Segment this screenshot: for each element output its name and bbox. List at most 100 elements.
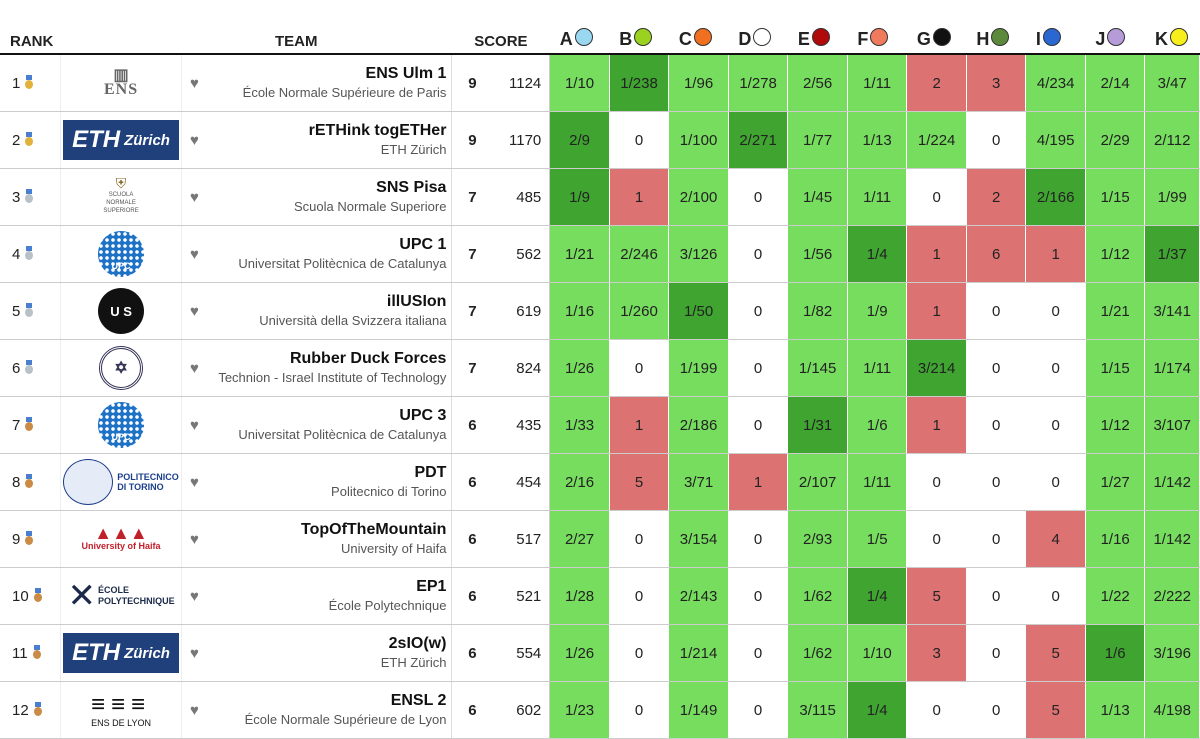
problem-cell-b[interactable]: 0 xyxy=(608,624,670,682)
problem-cell-e[interactable]: 1/45 xyxy=(787,168,848,226)
problem-header-f[interactable]: F xyxy=(847,0,907,55)
problem-cell-i[interactable]: 5 xyxy=(1025,681,1086,739)
problem-cell-d[interactable]: 2/271 xyxy=(727,111,789,169)
problem-cell-h[interactable]: 0 xyxy=(965,567,1027,625)
team-name[interactable]: EP1 xyxy=(416,578,447,595)
problem-cell-g[interactable]: 3 xyxy=(906,624,967,682)
problem-cell-e[interactable]: 1/56 xyxy=(787,225,848,283)
problem-cell-d[interactable]: 0 xyxy=(727,282,789,340)
problem-cell-k[interactable]: 1/99 xyxy=(1144,168,1200,226)
problem-cell-b[interactable]: 0 xyxy=(608,510,670,568)
table-row[interactable]: 5 U S ♥ illUSIon Università della Svizzera i… xyxy=(0,282,1200,340)
favorite-heart-icon[interactable]: ♥ xyxy=(181,453,207,511)
problem-cell-k[interactable]: 2/112 xyxy=(1144,111,1200,169)
problem-cell-h[interactable]: 6 xyxy=(965,225,1027,283)
problem-cell-i[interactable]: 0 xyxy=(1025,339,1086,397)
team-cell[interactable]: 2sIO(w) ETH Zürich xyxy=(206,624,453,682)
team-name[interactable]: illUSIon xyxy=(386,293,447,310)
problem-cell-k[interactable]: 1/142 xyxy=(1144,510,1200,568)
problem-cell-h[interactable]: 3 xyxy=(965,54,1027,112)
problem-cell-h[interactable]: 0 xyxy=(965,396,1027,454)
problem-header-j[interactable]: J xyxy=(1085,0,1145,55)
problem-header-k[interactable]: K xyxy=(1144,0,1200,55)
problem-cell-h[interactable]: 2 xyxy=(965,168,1027,226)
problem-cell-e[interactable]: 1/31 xyxy=(787,396,848,454)
problem-cell-a[interactable]: 1/21 xyxy=(549,225,610,283)
team-cell[interactable]: Rubber Duck Forces Technion - Israel Inst… xyxy=(206,339,453,397)
problem-cell-g[interactable]: 1 xyxy=(906,282,967,340)
problem-cell-j[interactable]: 1/15 xyxy=(1084,339,1146,397)
problem-cell-k[interactable]: 1/174 xyxy=(1144,339,1200,397)
team-cell[interactable]: UPC 1 Universitat Politècnica de Cataluny… xyxy=(206,225,453,283)
problem-cell-j[interactable]: 1/21 xyxy=(1084,282,1146,340)
problem-cell-e[interactable]: 2/56 xyxy=(787,54,848,112)
problem-header-d[interactable]: D xyxy=(728,0,788,55)
problem-cell-f[interactable]: 1/9 xyxy=(846,282,908,340)
team-cell[interactable]: illUSIon Università della Svizzera italia… xyxy=(206,282,453,340)
problem-cell-j[interactable]: 1/12 xyxy=(1084,225,1146,283)
table-row[interactable]: 4 UPC ♥ UPC 1 Universitat Politècnica de Cat… xyxy=(0,225,1200,283)
problem-header-c[interactable]: C xyxy=(668,0,729,55)
problem-cell-e[interactable]: 2/107 xyxy=(787,453,848,511)
team-name[interactable]: UPC 3 xyxy=(399,407,447,424)
problem-header-b[interactable]: B xyxy=(609,0,669,55)
team-name[interactable]: UPC 1 xyxy=(399,236,447,253)
problem-cell-g[interactable]: 0 xyxy=(906,681,967,739)
favorite-heart-icon[interactable]: ♥ xyxy=(181,339,207,397)
problem-cell-e[interactable]: 1/62 xyxy=(787,567,848,625)
team-cell[interactable]: ENSL 2 École Normale Supérieure de Lyon xyxy=(206,681,453,739)
problem-cell-g[interactable]: 0 xyxy=(906,453,967,511)
problem-cell-j[interactable]: 1/22 xyxy=(1084,567,1146,625)
problem-cell-j[interactable]: 2/14 xyxy=(1084,54,1146,112)
problem-cell-i[interactable]: 0 xyxy=(1025,453,1086,511)
problem-cell-d[interactable]: 0 xyxy=(727,168,789,226)
problem-cell-k[interactable]: 1/37 xyxy=(1144,225,1200,283)
problem-cell-h[interactable]: 0 xyxy=(965,453,1027,511)
problem-cell-d[interactable]: 0 xyxy=(727,681,789,739)
problem-cell-g[interactable]: 0 xyxy=(906,168,967,226)
problem-cell-i[interactable]: 0 xyxy=(1025,567,1086,625)
problem-cell-k[interactable]: 4/198 xyxy=(1144,681,1200,739)
problem-cell-g[interactable]: 5 xyxy=(906,567,967,625)
problem-cell-c[interactable]: 1/214 xyxy=(668,624,729,682)
table-row[interactable]: 9 ▲▲▲ University of Haifa ♥ TopOfTheMountain… xyxy=(0,510,1200,568)
problem-cell-f[interactable]: 1/5 xyxy=(846,510,908,568)
problem-cell-c[interactable]: 1/50 xyxy=(668,282,729,340)
problem-cell-i[interactable]: 0 xyxy=(1025,396,1086,454)
problem-cell-k[interactable]: 3/107 xyxy=(1144,396,1200,454)
team-name[interactable]: ENS Ulm 1 xyxy=(365,65,447,82)
problem-cell-e[interactable]: 2/93 xyxy=(787,510,848,568)
problem-header-e[interactable]: E xyxy=(787,0,848,55)
problem-cell-a[interactable]: 2/16 xyxy=(549,453,610,511)
table-row[interactable]: 3 ⛨ SCUOLA NORMALE SUPERIORE ♥ SNS Pisa Scuola … xyxy=(0,168,1200,226)
problem-cell-k[interactable]: 3/47 xyxy=(1144,54,1200,112)
problem-cell-f[interactable]: 1/4 xyxy=(846,225,908,283)
problem-cell-j[interactable]: 1/12 xyxy=(1084,396,1146,454)
problem-cell-b[interactable]: 2/246 xyxy=(608,225,670,283)
favorite-heart-icon[interactable]: ♥ xyxy=(181,225,207,283)
team-name[interactable]: PDT xyxy=(414,464,447,481)
problem-cell-g[interactable]: 1/224 xyxy=(906,111,967,169)
problem-cell-i[interactable]: 1 xyxy=(1025,225,1086,283)
team-cell[interactable]: UPC 3 Universitat Politècnica de Cataluny… xyxy=(206,396,453,454)
favorite-heart-icon[interactable]: ♥ xyxy=(181,396,207,454)
problem-cell-b[interactable]: 5 xyxy=(608,453,670,511)
team-cell[interactable]: EP1 École Polytechnique xyxy=(206,567,453,625)
problem-cell-d[interactable]: 1 xyxy=(727,453,789,511)
table-row[interactable]: 12 ≡≡≡ ENS DE LYON ♥ ENSL 2 École Normale Sup… xyxy=(0,681,1200,739)
problem-cell-b[interactable]: 0 xyxy=(608,567,670,625)
problem-cell-a[interactable]: 1/10 xyxy=(549,54,610,112)
problem-cell-d[interactable]: 0 xyxy=(727,567,789,625)
problem-cell-g[interactable]: 1 xyxy=(906,396,967,454)
problem-cell-c[interactable]: 3/71 xyxy=(668,453,729,511)
problem-cell-c[interactable]: 2/143 xyxy=(668,567,729,625)
problem-cell-g[interactable]: 0 xyxy=(906,510,967,568)
favorite-heart-icon[interactable]: ♥ xyxy=(181,567,207,625)
problem-cell-j[interactable]: 1/16 xyxy=(1084,510,1146,568)
problem-cell-c[interactable]: 1/100 xyxy=(668,111,729,169)
table-row[interactable]: 11 ETH Zürich ♥ 2sIO(w) ETH Zürich 6 554 1/26 0 1/… xyxy=(0,624,1200,682)
problem-cell-k[interactable]: 1/142 xyxy=(1144,453,1200,511)
team-name[interactable]: rETHink togETHer xyxy=(308,122,447,139)
problem-cell-h[interactable]: 0 xyxy=(965,681,1027,739)
problem-cell-h[interactable]: 0 xyxy=(965,111,1027,169)
